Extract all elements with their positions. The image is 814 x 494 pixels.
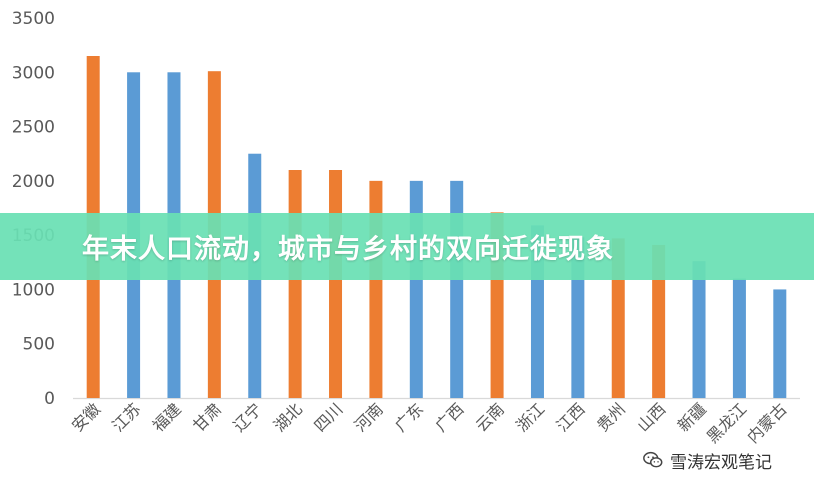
x-tick-label: 福建 (149, 399, 185, 435)
x-tick-label: 云南 (472, 399, 508, 435)
bar (732, 278, 746, 398)
y-tick-label: 3500 (12, 9, 55, 29)
banner-title: 年末人口流动，城市与乡村的双向迁徙现象 (82, 234, 614, 265)
watermark: 雪涛宏观笔记 (640, 448, 774, 473)
x-tick-label: 安徽 (68, 399, 104, 435)
bar (692, 261, 706, 398)
bar (329, 170, 343, 398)
wechat-icon (643, 451, 663, 468)
x-tick-label: 浙江 (512, 399, 548, 435)
bar (652, 244, 666, 398)
y-tick-label: 2000 (12, 172, 55, 192)
y-tick-label: 0 (44, 389, 55, 409)
x-tick-label: 广东 (391, 399, 427, 435)
x-tick-label: 内蒙古 (743, 399, 790, 446)
x-tick-label: 广西 (431, 399, 467, 435)
x-tick-label: 黑龙江 (703, 399, 750, 446)
x-tick-label: 江苏 (108, 399, 144, 435)
x-tick-label: 辽宁 (230, 399, 266, 435)
watermark-text: 雪涛宏观笔记 (670, 452, 772, 473)
bar (288, 170, 302, 398)
x-tick-label: 四川 (310, 399, 346, 435)
y-tick-label: 500 (23, 335, 55, 355)
x-tick-label: 甘肃 (189, 399, 225, 435)
y-tick-label: 2500 (12, 118, 55, 138)
x-tick-label: 新疆 (674, 399, 710, 435)
x-tick-label: 河南 (351, 399, 387, 435)
x-tick-label: 江西 (553, 399, 589, 435)
y-tick-label: 1000 (12, 280, 55, 300)
y-tick-label: 3000 (12, 63, 55, 83)
bar (773, 289, 787, 398)
title-banner: 年末人口流动，城市与乡村的双向迁徙现象 (0, 213, 814, 280)
x-tick-label: 湖北 (270, 399, 306, 435)
x-tick-label: 贵州 (593, 399, 629, 435)
x-tick-label: 山西 (633, 399, 669, 435)
